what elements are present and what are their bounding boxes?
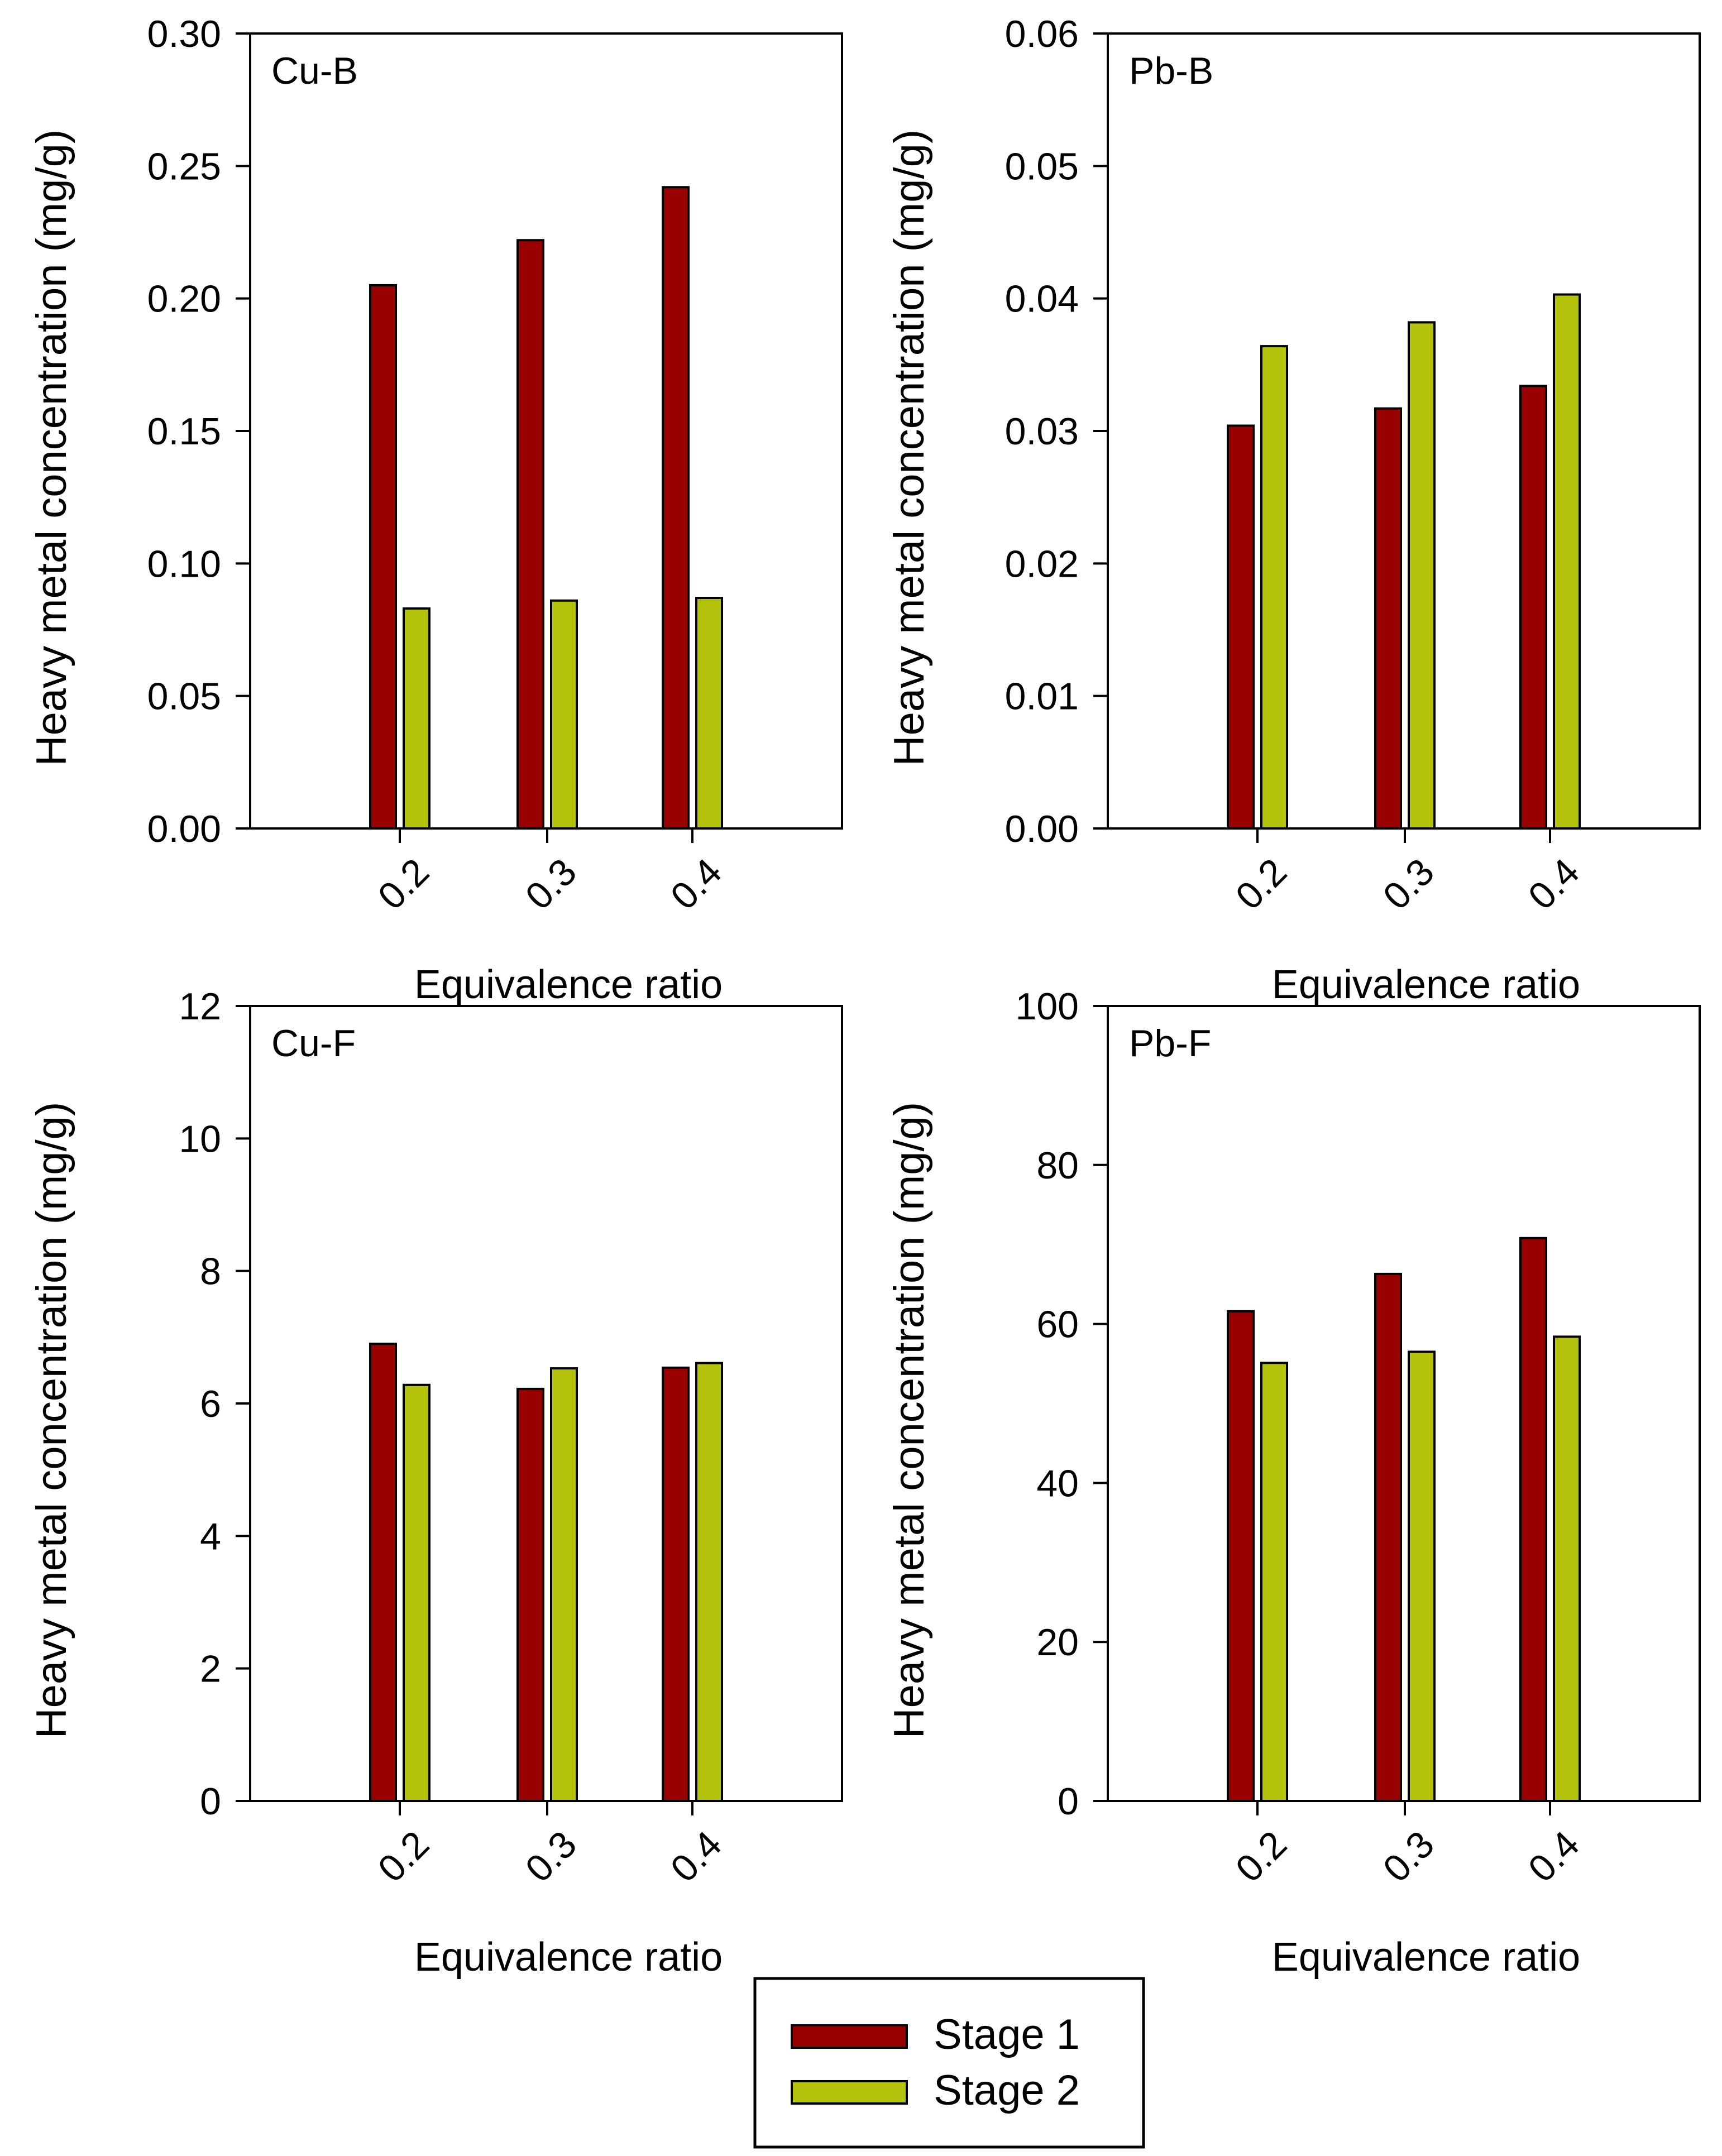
x-tick-label: 0.2	[1228, 1823, 1295, 1890]
bar-stage-2-0.3	[1408, 321, 1436, 830]
bar-stage-1-0.4	[662, 186, 690, 830]
x-axis-title: Equivalence ratio	[414, 1935, 723, 1980]
y-tick-label: 100	[1016, 985, 1079, 1028]
x-axis-title: Equivalence ratio	[1272, 1935, 1580, 1980]
bar-stage-1-0.3	[1374, 1272, 1402, 1802]
panel-cu-b: 0.00 0.05 0.10 0.15 0.20 0.25 0.30 0.2 0.3 0.4 Cu-…	[28, 13, 843, 1007]
y-tick-label: 80	[1036, 1144, 1079, 1187]
bar-stage-2-0.3	[550, 1367, 578, 1802]
y-axis-title: Heavy metal concentration (mg/g)	[886, 130, 933, 766]
y-tick-label: 0.20	[147, 278, 221, 320]
bar-stage-1-0.3	[516, 1387, 544, 1802]
x-tick-label: 0.4	[1520, 850, 1588, 918]
panel-label: Cu-B	[271, 50, 358, 92]
y-tick-label: 8	[200, 1251, 221, 1293]
y-axis-title: Heavy metal concentration (mg/g)	[28, 1102, 75, 1738]
bar-stage-1-0.3	[516, 239, 544, 830]
y-tick-label: 0.05	[147, 675, 221, 718]
legend-swatch-stage-1	[791, 2024, 908, 2049]
y-tick-label: 0.06	[1005, 13, 1079, 55]
x-tick-label: 0.2	[370, 850, 438, 918]
x-axis-title: Equivalence ratio	[414, 962, 723, 1007]
bar-stage-2-0.2	[1260, 1362, 1288, 1802]
y-tick-label: 2	[200, 1648, 221, 1690]
bar-stage-2-0.4	[1553, 1335, 1581, 1803]
panels: 0.000.050.100.150.200.250.300.2 0.3 0.4Cu-…	[28, 13, 1701, 1980]
bar-stage-2-0.3	[550, 599, 578, 830]
bar-stage-1-0.4	[662, 1366, 690, 1802]
y-tick-label: 0.30	[147, 13, 221, 55]
x-tick-label: 0.4	[663, 1823, 730, 1890]
legend-swatch-stage-2	[791, 2080, 908, 2105]
y-tick-label: 0.01	[1005, 675, 1079, 718]
x-tick-label: 0.3	[518, 1823, 585, 1890]
x-tick-label: 0.4	[663, 850, 730, 918]
y-tick-label: 0.15	[147, 410, 221, 453]
bar-stage-1-0.4	[1519, 385, 1547, 830]
y-tick-label: 0.05	[1005, 145, 1079, 188]
y-tick-label: 0.00	[147, 808, 221, 850]
plot-frame	[249, 1005, 843, 1802]
legend: Stage 1 Stage 2	[753, 1977, 1145, 2149]
x-tick-label: 0.3	[518, 850, 585, 918]
x-tick-label: 0.3	[1375, 850, 1443, 918]
y-tick-label: 4	[200, 1515, 221, 1558]
legend-label-stage-2: Stage 2	[934, 2067, 1080, 2114]
bar-stage-2-0.2	[403, 1383, 430, 1803]
bar-stage-1-0.2	[369, 1343, 397, 1802]
bar-stage-2-0.3	[1408, 1350, 1436, 1802]
legend-label-stage-1: Stage 1	[934, 2011, 1080, 2058]
panel-pb-f: 0 20 40 60 80 100 0.2 0.3 0.4 Pb-F Equivalence rat…	[886, 985, 1701, 1980]
bar-stage-2-0.4	[695, 597, 723, 830]
bar-stage-2-0.4	[695, 1362, 723, 1802]
x-axis-title: Equivalence ratio	[1272, 962, 1580, 1007]
y-axis-title: Heavy metal concentration (mg/g)	[28, 130, 75, 766]
panel-pb-b: 0.00 0.01 0.02 0.03 0.04 0.05 0.06 0.2 0.3 0.4 Pb-…	[886, 13, 1701, 1007]
bar-stage-2-0.2	[403, 607, 430, 830]
bar-stage-1-0.2	[369, 284, 397, 830]
x-tick-label: 0.2	[1228, 850, 1295, 918]
bar-stage-2-0.4	[1553, 293, 1581, 830]
bar-stage-1-0.3	[1374, 407, 1402, 830]
plot-frame	[1107, 1005, 1701, 1802]
y-tick-label: 40	[1036, 1462, 1079, 1505]
y-tick-label: 10	[179, 1118, 221, 1160]
panel-cu-f: 0 2 4 6 8 10 12 0.2 0.3 0.4 Cu-F Equivalence ratio H…	[28, 985, 843, 1980]
panel-label: Pb-F	[1129, 1022, 1211, 1065]
y-tick-label: 60	[1036, 1304, 1079, 1346]
y-tick-label: 20	[1036, 1621, 1079, 1664]
x-tick-label: 0.4	[1520, 1823, 1588, 1890]
y-tick-label: 0.03	[1005, 410, 1079, 453]
legend-box	[753, 1977, 1145, 2149]
y-tick-label: 6	[200, 1383, 221, 1425]
x-tick-label: 0.2	[370, 1823, 438, 1890]
y-tick-label: 0.10	[147, 543, 221, 585]
x-tick-label: 0.3	[1375, 1823, 1443, 1890]
y-tick-label: 0	[200, 1780, 221, 1823]
panel-label: Cu-F	[271, 1022, 356, 1065]
panel-label: Pb-B	[1129, 50, 1213, 92]
y-tick-label: 0	[1058, 1780, 1079, 1823]
y-tick-label: 0.02	[1005, 543, 1079, 585]
y-axis-title: Heavy metal concentration (mg/g)	[886, 1102, 933, 1738]
plot-frame	[249, 32, 843, 830]
y-tick-label: 12	[179, 985, 221, 1028]
bar-stage-1-0.4	[1519, 1237, 1547, 1803]
y-tick-label: 0.04	[1005, 278, 1079, 320]
y-tick-label: 0.00	[1005, 808, 1079, 850]
plot-frame	[1107, 32, 1701, 830]
bar-stage-1-0.2	[1227, 424, 1255, 830]
bar-stage-1-0.2	[1227, 1310, 1255, 1802]
bar-stage-2-0.2	[1260, 345, 1288, 830]
y-tick-label: 0.25	[147, 145, 221, 188]
